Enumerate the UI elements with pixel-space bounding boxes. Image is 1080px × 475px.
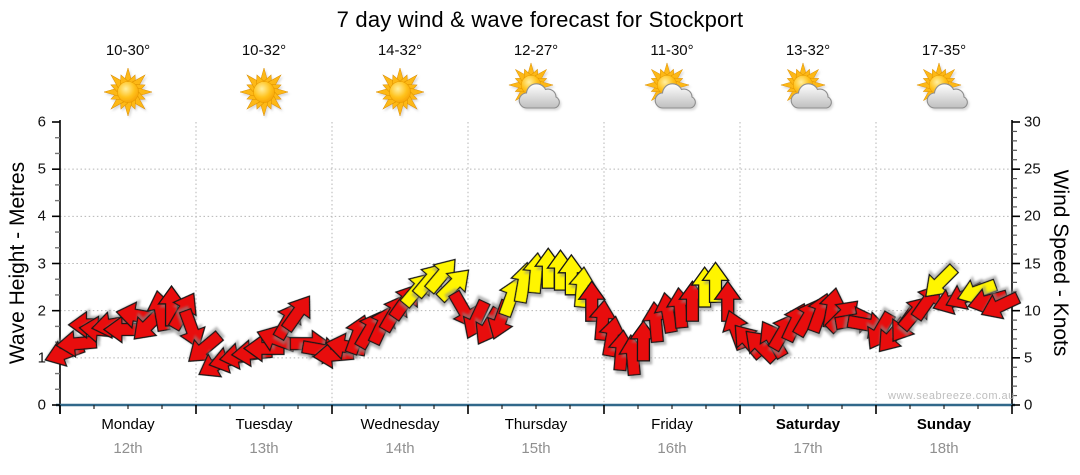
- wave-height-tick: 3: [37, 255, 46, 272]
- sun-cloud-icon: [780, 62, 832, 109]
- temperature-range-label: 12-27°: [513, 42, 559, 59]
- day-name-label: Tuesday: [235, 416, 293, 433]
- wind-speed-axis-label: Wind Speed - Knots: [1049, 169, 1072, 357]
- axis-ticks: [52, 121, 1020, 414]
- wind-arrow: [435, 269, 470, 304]
- wind-speed-tick: 15: [1024, 255, 1041, 272]
- day-date-label: 17th: [793, 440, 823, 457]
- day-date-label: 13th: [249, 440, 279, 457]
- wind-arrow: [980, 291, 1022, 320]
- wave-height-tick: 6: [37, 113, 46, 131]
- wave-height-tick: 5: [37, 160, 46, 178]
- wind-arrow-series: [44, 247, 1022, 378]
- wind-arrow: [178, 307, 206, 350]
- day-name-label: Sunday: [916, 416, 972, 433]
- wind-arrow: [280, 295, 311, 334]
- day-date-label: 16th: [657, 440, 687, 457]
- day-name-label: Saturday: [775, 416, 841, 433]
- wind-arrow: [701, 261, 730, 304]
- wave-height-tick: 1: [37, 349, 46, 367]
- wind-speed-tick: 30: [1024, 113, 1041, 131]
- watermark: www.seabreeze.com.au: [888, 390, 1015, 402]
- temperature-range-label: 10-32°: [241, 42, 287, 59]
- day-name-label: Thursday: [504, 416, 568, 433]
- wave-height-tick: 0: [37, 396, 46, 414]
- day-name-label: Monday: [101, 416, 155, 433]
- day-date-label: 14th: [385, 440, 415, 457]
- day-date-label: 15th: [521, 440, 551, 457]
- temperature-range-label: 14-32°: [377, 42, 423, 59]
- day-name-label: Wednesday: [360, 416, 440, 433]
- sun-icon: [239, 67, 289, 117]
- day-date-label: 12th: [113, 440, 143, 457]
- temperature-range-label: 17-35°: [921, 42, 967, 59]
- temperature-range-label: 10-30°: [105, 42, 151, 59]
- day-date-label: 18th: [929, 440, 959, 457]
- sun-cloud-icon: [508, 62, 560, 109]
- wind-speed-tick: 20: [1024, 207, 1041, 225]
- sun-cloud-icon: [916, 62, 968, 109]
- sun-cloud-icon: [644, 62, 696, 109]
- wave-height-tick: 2: [37, 302, 46, 320]
- sun-icon: [103, 67, 153, 117]
- wave-height-tick: 4: [37, 207, 46, 225]
- wind-speed-tick: 5: [1024, 349, 1033, 367]
- weather-icons-row: [103, 62, 968, 117]
- day-name-label: Friday: [651, 416, 693, 433]
- temperature-range-label: 13-32°: [785, 42, 831, 59]
- sun-icon: [375, 67, 425, 117]
- temperature-range-label: 11-30°: [650, 42, 694, 59]
- chart-title: 7 day wind & wave forecast for Stockport: [336, 7, 744, 32]
- wind-speed-tick: 0: [1024, 396, 1033, 414]
- wind-speed-tick: 10: [1024, 302, 1041, 320]
- wind-arrow: [577, 280, 607, 322]
- wind-speed-tick: 25: [1024, 160, 1041, 178]
